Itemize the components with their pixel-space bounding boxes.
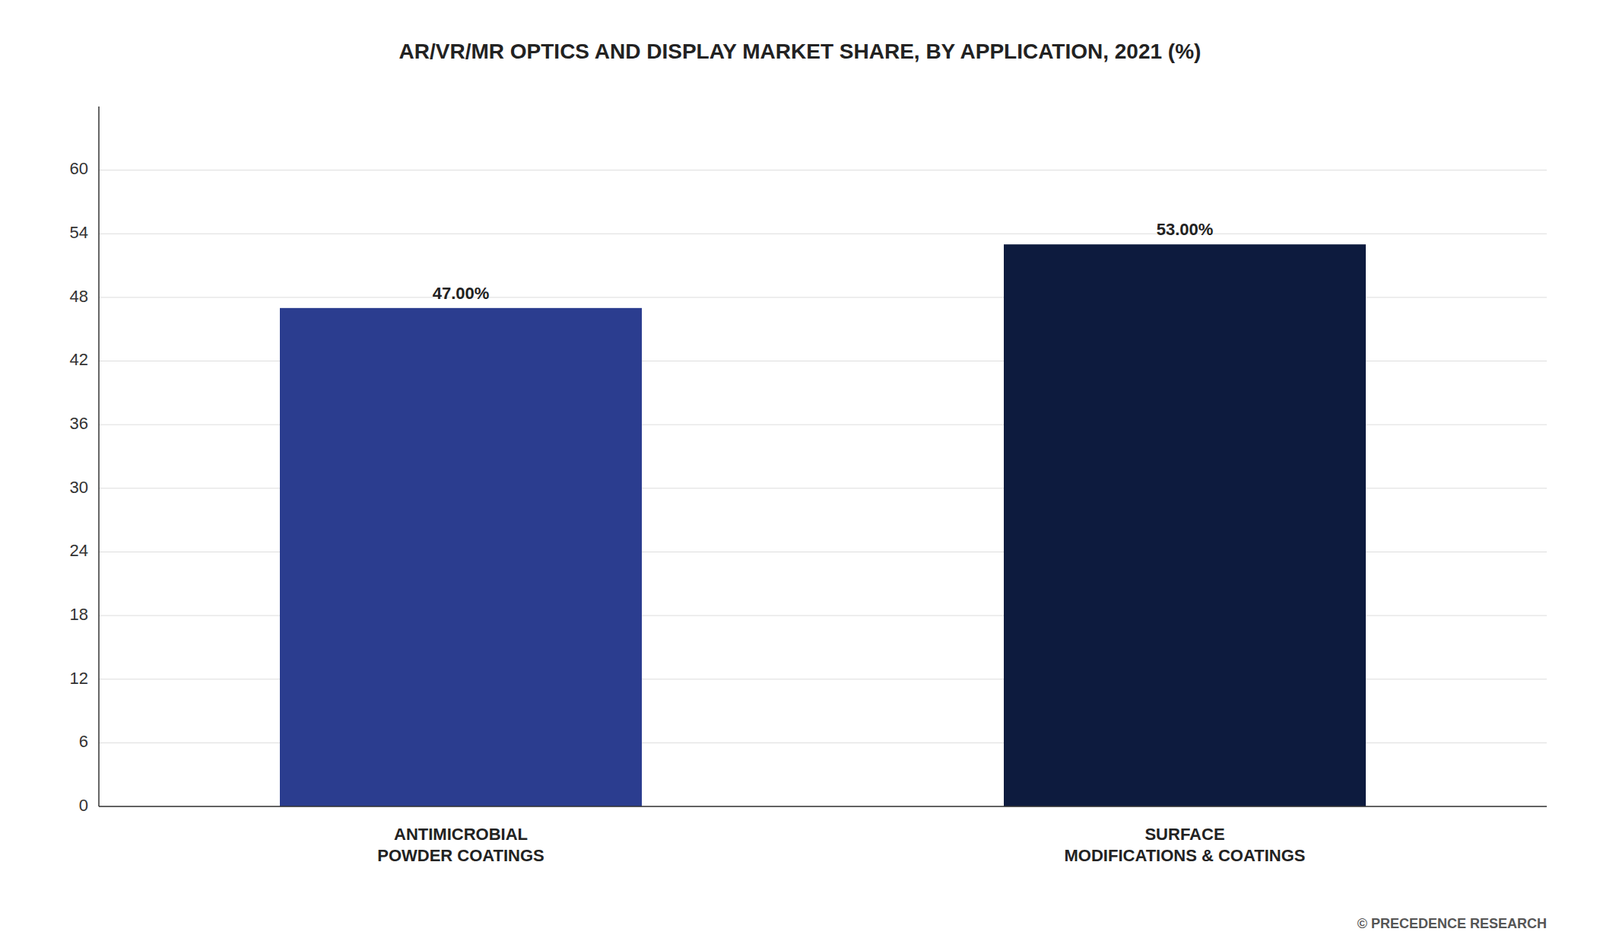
grid-line [98,233,1547,235]
y-axis-line [98,106,100,807]
x-tick-label: SURFACEMODIFICATIONS & COATINGS [1064,824,1306,865]
grid [98,170,1547,807]
grid-line [98,806,1547,807]
x-tick-label: ANTIMICROBIALPOWDER COATINGS [377,824,545,865]
bar [1003,244,1366,807]
bars [279,244,1366,807]
y-tick-label: 30 [69,477,89,497]
annotation: © PRECEDENCE RESEARCH [1357,915,1547,931]
x-axis-line [98,805,1547,807]
chart-container: AR/VR/MR OPTICS AND DISPLAY MARKET SHARE… [0,0,1600,951]
data-label: 47.00% [432,283,490,303]
grid-line [98,169,1547,171]
y-tick-label: 60 [69,158,89,178]
y-tick-label: 42 [69,349,89,369]
y-tick-label: 48 [69,286,89,306]
y-tick-label: 36 [69,413,89,433]
y-tick-label: 6 [79,731,89,751]
y-tick-label: 24 [69,540,89,560]
data-label: 53.00% [1156,219,1214,239]
chart-svg: AR/VR/MR OPTICS AND DISPLAY MARKET SHARE… [0,0,1600,951]
bar [279,307,642,807]
y-tick-label: 12 [69,668,89,688]
y-tick-label: 18 [69,604,89,624]
y-tick-label: 0 [79,795,89,815]
y-tick-label: 54 [69,222,89,242]
title: AR/VR/MR OPTICS AND DISPLAY MARKET SHARE… [399,39,1202,64]
